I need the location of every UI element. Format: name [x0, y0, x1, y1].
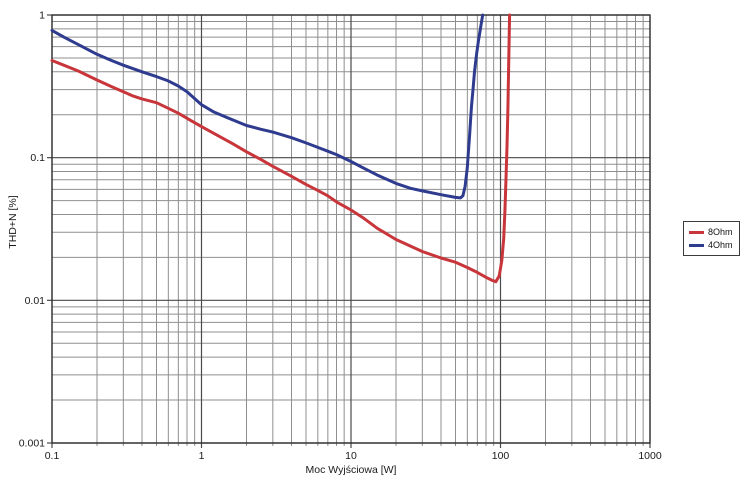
grid-major-lines [47, 14, 651, 448]
y-tick-label: 0.1 [30, 152, 45, 164]
x-tick-label: 0.1 [45, 450, 60, 462]
legend-label: 8Ohm [708, 227, 733, 237]
x-axis-label: Moc Wyjściowa [W] [305, 464, 397, 476]
y-tick-label: 0.001 [19, 438, 45, 450]
plot-frame [51, 14, 651, 444]
series-line-8ohm [50, 13, 512, 284]
x-tick-label: 10 [345, 450, 357, 462]
x-tick-labels: 0.1 1 10 100 1000 [45, 450, 662, 462]
x-tick-label: 1000 [638, 450, 662, 462]
legend-swatch [689, 230, 704, 234]
legend-label: 4Ohm [708, 240, 733, 250]
y-axis-label: THD+N [%] [7, 195, 19, 249]
legend-item-8ohm: 8Ohm [689, 227, 739, 237]
legend: 8Ohm 4Ohm [683, 221, 740, 256]
x-tick-label: 1 [199, 450, 205, 462]
legend-item-4ohm: 4Ohm [689, 240, 739, 250]
y-tick-label: 1 [39, 10, 45, 22]
series-line-4ohm [50, 13, 485, 200]
y-tick-label: 0.01 [25, 295, 46, 307]
x-tick-label: 100 [492, 450, 510, 462]
y-tick-labels: 1 0.1 0.01 0.001 [19, 10, 45, 450]
legend-swatch [689, 243, 704, 247]
